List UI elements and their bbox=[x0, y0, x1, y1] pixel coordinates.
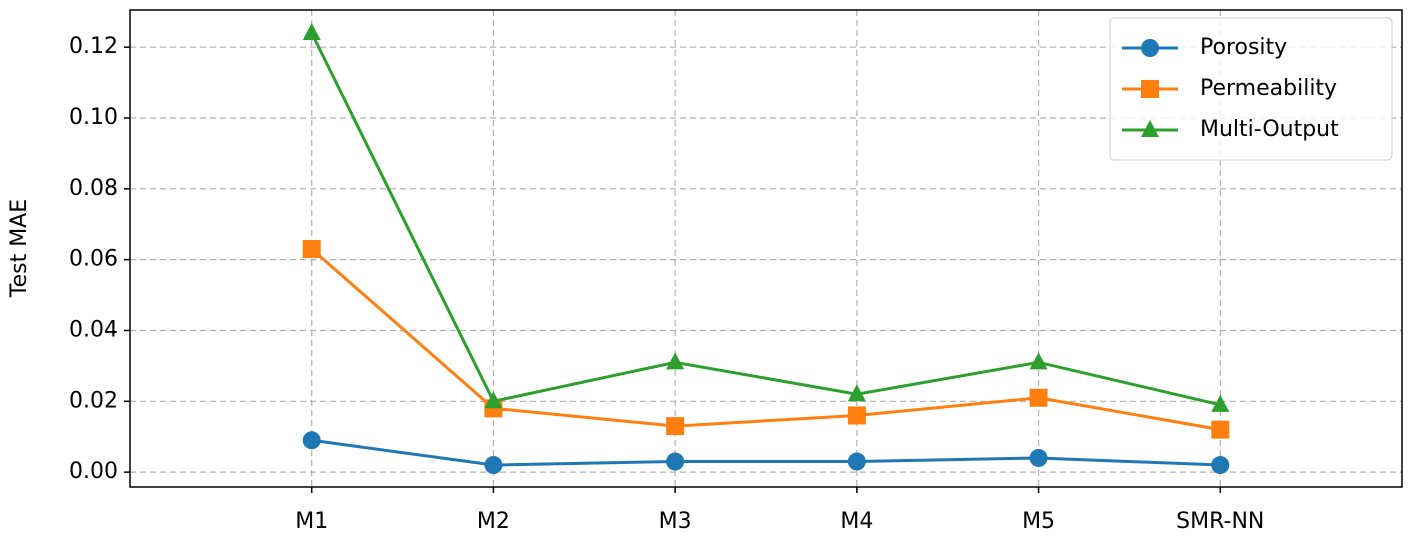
marker bbox=[1029, 448, 1048, 467]
legend-label: Permeability bbox=[1200, 76, 1337, 101]
marker bbox=[1029, 352, 1048, 370]
grid bbox=[130, 10, 1402, 487]
series-line bbox=[310, 247, 1221, 432]
marker bbox=[484, 456, 503, 475]
marker bbox=[1141, 39, 1159, 57]
marker bbox=[666, 452, 685, 471]
marker bbox=[847, 452, 866, 471]
legend: Porosity Permeability Multi-Output bbox=[1109, 17, 1393, 161]
y-axis-label: Test MAE bbox=[7, 199, 32, 298]
marker bbox=[1211, 394, 1230, 412]
marker bbox=[302, 431, 321, 450]
series-line bbox=[310, 32, 1221, 407]
y-tick-label: 0.08 bbox=[69, 176, 118, 201]
plot bbox=[302, 23, 1230, 475]
marker bbox=[1141, 120, 1159, 137]
marker bbox=[302, 240, 321, 259]
marker bbox=[1211, 456, 1230, 475]
y-tick-label: 0.06 bbox=[69, 247, 118, 272]
marker bbox=[666, 417, 685, 436]
x-tick-label: M5 bbox=[1022, 509, 1055, 534]
legend-label: Porosity bbox=[1200, 35, 1287, 60]
y-tick-label: 0.02 bbox=[69, 388, 118, 413]
marker bbox=[302, 23, 321, 41]
marker bbox=[666, 352, 685, 370]
y-tick-label: 0.04 bbox=[69, 317, 118, 342]
y-tick-label: 0.12 bbox=[69, 34, 118, 59]
x-tick-label: M2 bbox=[477, 509, 510, 534]
y-tick-label: 0.10 bbox=[69, 105, 118, 130]
plot-frame bbox=[129, 9, 1403, 488]
marker bbox=[1029, 388, 1048, 407]
x-tick-label: M4 bbox=[840, 509, 873, 534]
x-tick-label: M3 bbox=[659, 509, 692, 534]
series-line bbox=[311, 438, 1221, 467]
marker bbox=[1211, 420, 1230, 439]
legend-box bbox=[1109, 17, 1393, 161]
x-tick-label: SMR-NN bbox=[1176, 509, 1264, 534]
marker bbox=[847, 384, 866, 402]
legend-label: Multi-Output bbox=[1200, 117, 1339, 142]
marker bbox=[847, 406, 866, 425]
marker bbox=[1141, 80, 1159, 98]
y-tick-label: 0.00 bbox=[69, 459, 118, 484]
x-tick-label: M1 bbox=[295, 509, 328, 534]
marker bbox=[484, 391, 503, 409]
